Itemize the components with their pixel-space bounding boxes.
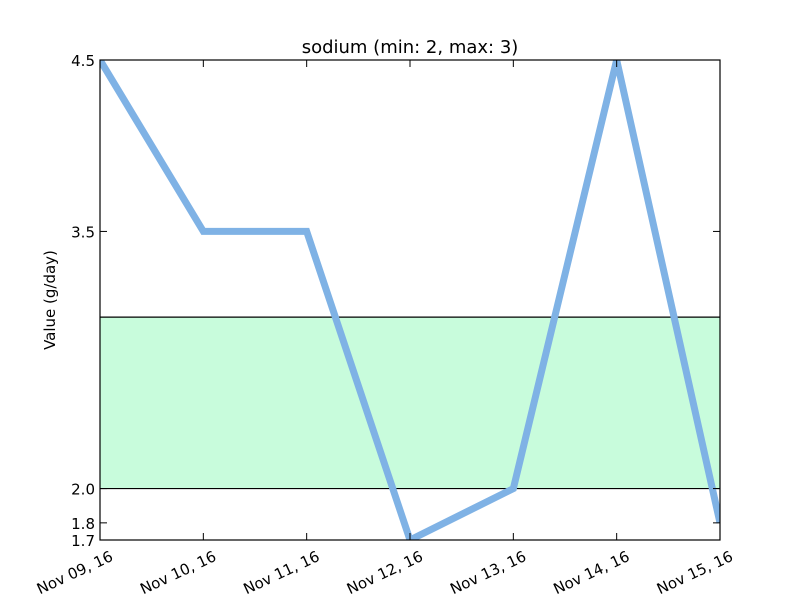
x-tick-label: Nov 12, 16 (344, 547, 426, 598)
y-tick-label: 4.5 (71, 52, 95, 70)
x-tick-label: Nov 10, 16 (137, 547, 219, 598)
y-tick-label: 1.8 (71, 515, 95, 533)
x-tick-label: Nov 15, 16 (654, 547, 736, 598)
y-tick-label: 1.7 (71, 532, 95, 550)
y-tick-label: 3.5 (71, 223, 95, 241)
plot-area: 1.71.8 2.0 3.5 4.5 Nov 09, 16 Nov 10, 16 Nov 1… (34, 52, 736, 598)
y-axis-label: Value (g/day) (41, 250, 59, 350)
x-tick-label: Nov 09, 16 (34, 547, 116, 598)
y-tick-label: 2.0 (71, 481, 95, 499)
reference-band (100, 317, 720, 489)
x-tick-label: Nov 11, 16 (241, 547, 323, 598)
x-tick-label: Nov 14, 16 (551, 547, 633, 598)
x-tick-label: Nov 13, 16 (447, 547, 529, 598)
chart-title: sodium (min: 2, max: 3) (302, 37, 519, 58)
